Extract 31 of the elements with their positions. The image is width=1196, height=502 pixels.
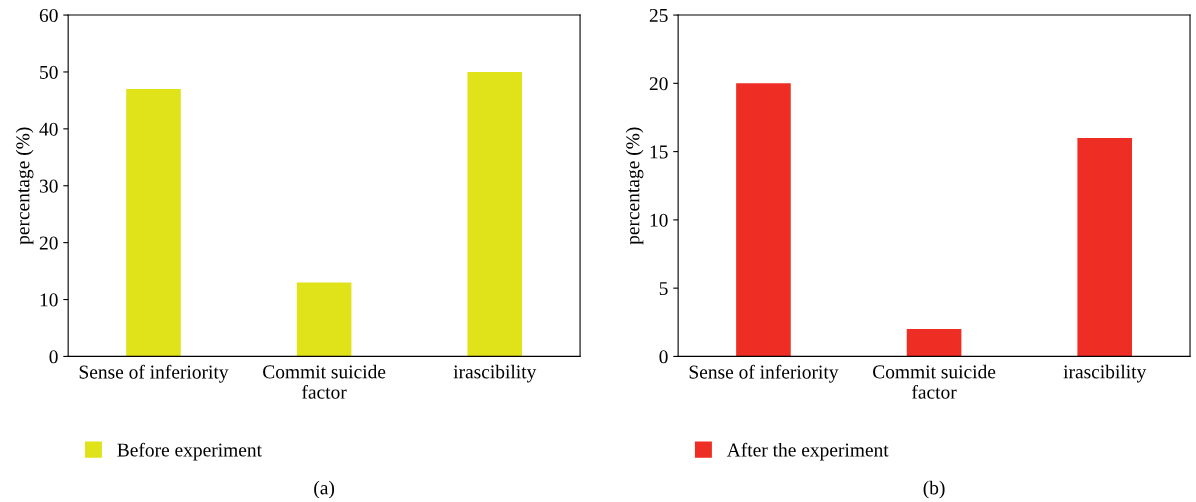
y-tick-label: 20 <box>649 77 668 91</box>
x-tick-label: irascibility <box>1063 364 1147 383</box>
y-tick-label: 0 <box>49 350 58 364</box>
y-tick-label: 30 <box>39 179 58 193</box>
x-tick-label: Sense of inferiority <box>689 364 839 383</box>
text: (b) <box>923 480 945 499</box>
bar <box>1077 137 1133 357</box>
y-tick-label: 15 <box>650 145 668 159</box>
y-tick-label: 25 <box>649 8 668 22</box>
y-tick-label: 60 <box>39 8 58 22</box>
bar <box>126 89 181 357</box>
y-tick-label: 10 <box>650 213 668 227</box>
x-tick-label: Commit suicide factor <box>263 364 386 399</box>
y-tick-label: 40 <box>39 122 58 136</box>
y-tick-label: 50 <box>40 65 58 79</box>
bar <box>296 282 352 357</box>
x-tick-label: irascibility <box>453 364 537 383</box>
bar <box>467 71 523 357</box>
y-axis-title: percentage (%) <box>625 127 644 245</box>
text: (a) <box>314 480 335 499</box>
y-axis-title: percentage (%) <box>15 127 34 245</box>
legend-label: After the experiment <box>726 442 889 461</box>
x-tick-label: Commit suicide factor <box>873 364 996 399</box>
bar <box>736 83 791 357</box>
y-tick-label: 20 <box>39 236 58 250</box>
x-tick-label: Sense of inferiority <box>79 364 229 383</box>
y-tick-label: 10 <box>40 293 58 307</box>
bar <box>906 329 962 357</box>
legend-label: Before experiment <box>117 442 262 461</box>
y-tick-label: 0 <box>659 350 668 364</box>
y-tick-label: 5 <box>659 282 668 296</box>
